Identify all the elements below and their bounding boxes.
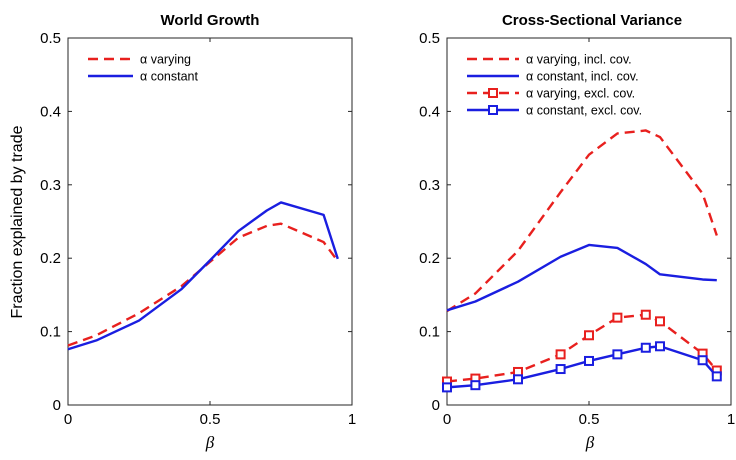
data-point	[442, 382, 452, 393]
panel-world-growth: World Growth 0 0.1 0.2 0.3 0.4 0.5 0 0.5 1 α var…	[9, 12, 356, 452]
legend: α varying α constant	[82, 45, 222, 85]
axis-ticks: 0 0.1 0.2 0.3 0.4 0.5 0 0.5 1	[40, 30, 356, 428]
series-line	[446, 345, 718, 389]
series-line	[446, 243, 717, 312]
x-tick-label: 0	[64, 411, 72, 428]
legend-label: α constant, excl. cov.	[526, 104, 642, 118]
x-axis-label: β	[585, 433, 595, 452]
y-tick-label: 0.1	[419, 324, 440, 341]
y-tick-label: 0	[53, 397, 61, 414]
y-tick-label: 0	[432, 397, 440, 414]
y-tick-label: 0.2	[419, 250, 440, 267]
chart-title: Cross-Sectional Variance	[502, 12, 682, 29]
x-tick-label: 0	[443, 411, 451, 428]
series-line	[67, 222, 339, 347]
x-tick-label: 0.5	[579, 411, 600, 428]
x-tick-label: 0.5	[200, 411, 221, 428]
y-tick-label: 0.4	[419, 103, 440, 120]
x-axis-label: β	[205, 433, 215, 452]
legend-marker	[488, 88, 498, 98]
legend-label: α varying	[140, 53, 191, 67]
data-point	[513, 374, 523, 385]
legend-box	[461, 45, 691, 121]
y-tick-label: 0.5	[40, 30, 61, 47]
plot-area	[67, 37, 353, 406]
y-axis-label: Fraction explained by trade	[9, 125, 26, 318]
y-tick-label: 0.1	[40, 324, 61, 341]
y-tick-label: 0.4	[40, 103, 61, 120]
legend-marker	[488, 105, 498, 115]
legend-box	[82, 45, 222, 85]
axis-ticks: 0 0.1 0.2 0.3 0.4 0.5 0 0.5 1	[419, 30, 735, 428]
legend: α varying, incl. cov. α constant, incl. c…	[461, 45, 691, 121]
legend-label: α varying, excl. cov.	[526, 87, 635, 101]
data-point	[640, 342, 651, 353]
x-tick-label: 1	[727, 411, 735, 428]
y-tick-label: 0.3	[40, 177, 61, 194]
chart-title: World Growth	[161, 12, 260, 29]
series-layer	[442, 129, 722, 393]
data-point	[640, 309, 651, 320]
series-line	[446, 313, 718, 383]
data-point	[711, 371, 722, 382]
series-line	[446, 129, 718, 313]
data-point	[470, 380, 481, 391]
data-point	[655, 316, 665, 327]
data-point	[584, 355, 594, 366]
y-tick-label: 0.2	[40, 250, 61, 267]
data-point	[612, 349, 623, 360]
data-point	[555, 364, 566, 375]
legend-label: α constant, incl. cov.	[526, 70, 639, 84]
y-tick-label: 0.5	[419, 30, 440, 47]
data-point	[655, 341, 665, 352]
series-line	[67, 201, 339, 351]
data-point	[555, 349, 566, 360]
data-point	[612, 312, 623, 323]
data-point	[697, 355, 708, 366]
legend-label: α constant	[140, 70, 198, 84]
data-point	[584, 330, 594, 341]
y-tick-label: 0.3	[419, 177, 440, 194]
legend-label: α varying, incl. cov.	[526, 53, 632, 67]
series-layer	[67, 201, 339, 351]
x-tick-label: 1	[348, 411, 356, 428]
panel-cross-sectional-variance: Cross-Sectional Variance 0 0.1 0.2 0.3 0.4 0.…	[419, 12, 735, 452]
